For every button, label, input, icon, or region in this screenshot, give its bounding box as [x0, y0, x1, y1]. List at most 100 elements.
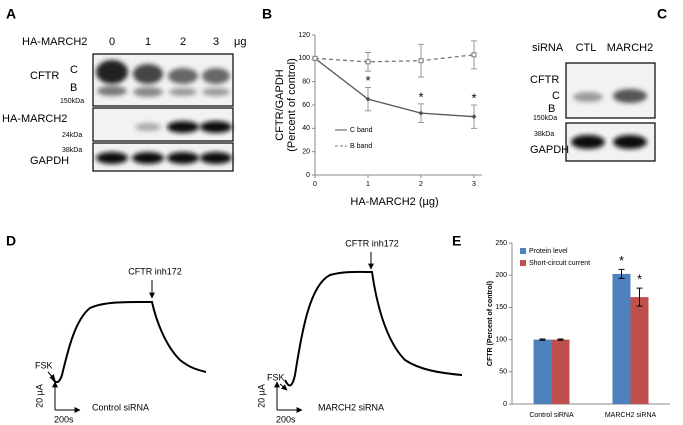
y-axis-label: CFTR (Percent of control): [487, 281, 494, 366]
lane-label: 0: [109, 36, 115, 48]
x-axis-label: HA-MARCH2 (µg): [350, 196, 438, 208]
x-tick-label: MARCH2 siRNA: [605, 412, 657, 419]
x-tick-label: 0: [313, 181, 317, 188]
current-trace: [284, 270, 463, 387]
significance: *: [471, 90, 476, 105]
row-label: HA-MARCH2: [22, 36, 87, 48]
bands: [571, 89, 647, 149]
lane-label: 2: [180, 36, 186, 48]
point: [312, 55, 318, 61]
y-tick-label: 60: [302, 102, 310, 109]
panel-d: 20 µA 200s FSK CFTR inh172 Control siRNA…: [34, 238, 463, 424]
significance: *: [637, 272, 642, 287]
panel-letter: A: [6, 6, 16, 22]
x-tick-label: 1: [366, 181, 370, 188]
y-axis-label: CFTR/GAPDH: [274, 69, 286, 141]
marker-label: 150kDa: [60, 98, 84, 105]
legend-label: Short-circuit current: [529, 260, 590, 267]
y-tick-label: 120: [298, 32, 310, 39]
point: [471, 114, 477, 120]
x-tick-label: 2: [419, 181, 423, 188]
x-tick-label: 3: [472, 181, 476, 188]
error-bar: [557, 338, 564, 341]
series-line: [314, 57, 475, 118]
panel-letter: C: [657, 6, 667, 22]
y-tick-label: 100: [495, 336, 507, 343]
bar: [612, 273, 631, 404]
y-tick-label: 250: [495, 240, 507, 247]
condition-label: MARCH2 siRNA: [318, 402, 384, 412]
legend-label: B band: [350, 143, 372, 150]
panel-letter: E: [452, 233, 461, 249]
error-bar: [539, 338, 546, 341]
panel-letter: D: [6, 233, 16, 249]
error-bar: [618, 268, 625, 279]
stimulus-label: FSK: [267, 372, 285, 382]
y-tick-label: 200: [495, 272, 507, 279]
y-axis-label: (Percent of control): [286, 58, 298, 152]
row-label: siRNA: [532, 42, 564, 54]
condition-label: Control siRNA: [92, 402, 149, 412]
point: [365, 96, 371, 102]
panel-a: HA-MARCH2 0 1 2 3 μg CFTR C B 150kDa HA-…: [2, 36, 246, 172]
band-label: B: [70, 82, 77, 94]
point: [418, 58, 424, 64]
marker-label: 150kDa: [533, 115, 557, 122]
blot-label: GAPDH: [530, 144, 569, 156]
point: [418, 110, 424, 116]
scale-label: 200s: [276, 414, 296, 424]
legend-label: C band: [350, 127, 373, 134]
significance: *: [619, 253, 624, 268]
arrow: [47, 371, 56, 381]
y-tick-label: 50: [499, 369, 507, 376]
point: [471, 52, 477, 58]
band-label: C: [552, 90, 560, 102]
series-line: [314, 54, 475, 63]
inhibitor-label: CFTR inh172: [345, 238, 399, 248]
bar: [630, 297, 649, 404]
band-label: B: [548, 103, 555, 115]
inhibitor-label: CFTR inh172: [128, 266, 182, 276]
y-tick-label: 0: [306, 172, 310, 179]
bar: [551, 339, 570, 404]
lane-label: MARCH2: [607, 42, 653, 54]
blot-label: HA-MARCH2: [2, 113, 67, 125]
current-trace: [51, 300, 207, 384]
lane-label: 1: [145, 36, 151, 48]
legend-swatch: [520, 248, 526, 254]
unit-label: μg: [234, 36, 246, 48]
error-bar: [636, 287, 643, 307]
blot-label: GAPDH: [30, 155, 69, 167]
y-tick-label: 150: [495, 304, 507, 311]
marker-label: 38kDa: [534, 131, 554, 138]
significance: *: [418, 89, 423, 104]
x-tick-label: Control siRNA: [529, 412, 574, 419]
legend-label: Protein level: [529, 248, 568, 255]
blot: [565, 62, 656, 119]
y-tick-label: 100: [298, 55, 310, 62]
y-tick-label: 0: [503, 401, 507, 408]
legend-swatch: [520, 260, 526, 266]
bands: [96, 60, 232, 164]
panel-letter: B: [262, 6, 272, 22]
panel-c: siRNA CTL MARCH2 CFTR C B 150kDa 38kDa G…: [530, 42, 656, 162]
blot-label: CFTR: [30, 70, 59, 82]
scale-label: 200s: [54, 414, 74, 424]
y-tick-label: 20: [302, 149, 310, 156]
y-tick-label: 80: [302, 79, 310, 86]
bar: [533, 339, 552, 404]
point: [365, 59, 371, 65]
scale-label: 20 µA: [256, 384, 266, 408]
lane-label: CTL: [576, 42, 597, 54]
significance: *: [365, 73, 370, 88]
marker-label: 38kDa: [62, 147, 82, 154]
scale-label: 20 µA: [34, 384, 44, 408]
marker-label: 24kDa: [62, 132, 82, 139]
y-tick-label: 40: [302, 125, 310, 132]
stimulus-label: FSK: [35, 360, 53, 370]
lane-label: 3: [213, 36, 219, 48]
band-label: C: [70, 64, 78, 76]
blot-label: CFTR: [530, 74, 559, 86]
arrow: [279, 383, 288, 391]
